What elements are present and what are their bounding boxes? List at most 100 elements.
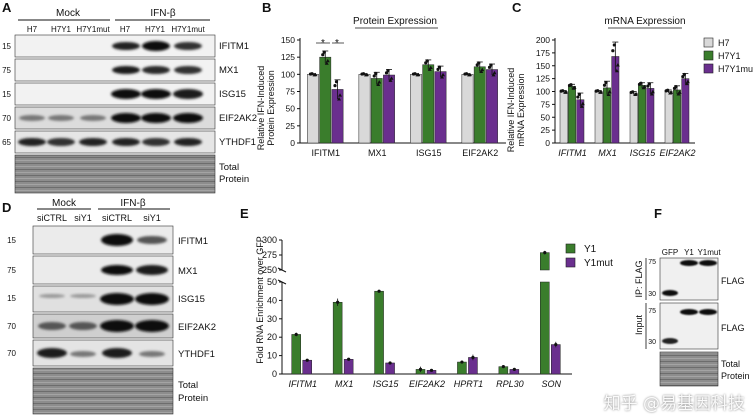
- blot-isg15: [14, 82, 216, 106]
- blot-label: ISG15: [219, 89, 246, 100]
- data-point: [611, 49, 615, 53]
- data-point: [413, 72, 417, 76]
- watermark: 知乎 @易基因科技: [603, 394, 745, 414]
- total-protein-label: Protein: [178, 393, 208, 404]
- bar: [385, 362, 395, 375]
- y-tick-label: 25: [541, 125, 551, 135]
- data-point: [607, 89, 612, 94]
- chart-c-ylabel: mRNA Expression: [516, 73, 526, 146]
- bar: [374, 290, 384, 375]
- data-point: [501, 365, 505, 369]
- data-point: [372, 74, 376, 78]
- blot-total-protein: [32, 367, 174, 415]
- chart-b-ylabel: Relative IFN-Induced: [256, 66, 266, 151]
- chart-b-ylabel: Protein Expression: [266, 70, 276, 146]
- x-tick-label: MX1: [335, 379, 354, 389]
- data-point: [647, 82, 651, 86]
- y-tick-label: 200: [536, 35, 550, 45]
- data-point: [347, 357, 351, 361]
- input-label: Input: [634, 314, 644, 335]
- bar: [358, 74, 371, 144]
- blot-label: IFITM1: [219, 41, 249, 52]
- data-point: [646, 84, 650, 88]
- blot-label: FLAG: [721, 323, 745, 333]
- blot-label: EIF2AK2: [219, 113, 257, 124]
- data-point: [639, 81, 643, 85]
- mw-label: 70: [2, 114, 11, 123]
- legend-swatch: [703, 50, 714, 61]
- x-tick-label: EIF2AK2: [659, 148, 695, 158]
- total-protein-label: Total: [178, 380, 198, 391]
- y-tick-label: 150: [281, 35, 295, 45]
- data-point: [571, 86, 576, 90]
- lane-label: H7: [120, 25, 131, 34]
- bar: [410, 74, 422, 144]
- y-tick-label: 100: [281, 69, 295, 79]
- data-point: [374, 71, 378, 76]
- lane-label: H7Y1: [145, 25, 166, 34]
- blot-label: ISG15: [178, 294, 205, 305]
- y-tick-label: 30: [267, 314, 277, 324]
- y-tick-label: 40: [267, 295, 277, 305]
- legend-swatch: [565, 243, 576, 254]
- mw-label: 75: [2, 66, 11, 75]
- panel-e: E Fold RNA Enrichment over GFP 0 10 20 30 40…: [240, 206, 613, 389]
- blot-isg15: [32, 285, 174, 313]
- y-tick-label: 175: [536, 48, 550, 58]
- data-point: [576, 95, 580, 99]
- bar: [473, 66, 486, 144]
- x-tick-label: SON: [542, 379, 562, 389]
- data-point: [477, 61, 481, 65]
- chart-c-ylabel: Relative IFN-Induced: [506, 68, 516, 153]
- x-tick-label: EIF2AK2: [409, 379, 445, 389]
- data-point: [563, 90, 568, 94]
- blot-label: IFITM1: [178, 236, 208, 247]
- bar: [457, 361, 467, 375]
- x-tick-label: EIF2AK2: [462, 148, 498, 158]
- x-tick-label: MX1: [598, 148, 617, 158]
- data-point: [460, 360, 464, 364]
- data-point: [612, 43, 616, 47]
- chart-c: 0 25 50 75 100 125 150 175 200 IFITM1 MX1 ISG15 EIF2…: [536, 35, 696, 158]
- bar: [603, 87, 611, 144]
- data-point: [579, 104, 584, 108]
- legend-label: Y1: [584, 244, 597, 255]
- y-tick-label: 300: [262, 235, 277, 245]
- blot-total-protein: [659, 351, 719, 387]
- bar: [383, 74, 395, 144]
- bar: [664, 91, 673, 144]
- blot-label: MX1: [178, 266, 198, 277]
- mw-label: 30: [648, 291, 656, 298]
- blot-label: MX1: [219, 65, 239, 76]
- group-label-ifn: IFN-β: [150, 8, 175, 19]
- lane-label: siY1: [74, 213, 92, 223]
- lane-label: siCTRL: [37, 213, 67, 223]
- data-point: [569, 83, 573, 87]
- mw-label: 70: [7, 349, 16, 358]
- data-point: [388, 78, 393, 82]
- legend-label: H7Y1: [718, 51, 741, 61]
- blot-mx1: [14, 58, 216, 82]
- data-point: [602, 83, 607, 87]
- mw-label: 15: [7, 236, 16, 245]
- lane-label: Y1: [684, 248, 694, 257]
- lane-label: H7Y1mut: [76, 25, 110, 34]
- bar: [568, 86, 576, 144]
- total-protein-label: Protein: [219, 174, 249, 185]
- y-tick-label: 75: [286, 87, 296, 97]
- data-point: [337, 97, 342, 101]
- data-point: [427, 67, 432, 71]
- bar: [291, 334, 301, 375]
- mw-label: 65: [2, 138, 11, 147]
- x-tick-label: IFITM1: [312, 148, 341, 158]
- blot-ythdf1: [14, 130, 216, 154]
- panel-d: D Mock IFN-β siCTRL siY1 siCTRL siY1: [2, 198, 216, 415]
- lane-label: siY1: [143, 213, 161, 223]
- x-tick-label: IFITM1: [558, 148, 587, 158]
- panel-c-letter: C: [512, 0, 522, 15]
- panel-b-letter: B: [262, 0, 271, 15]
- data-point: [336, 300, 340, 304]
- data-point: [554, 342, 558, 347]
- mw-label: 75: [648, 259, 656, 266]
